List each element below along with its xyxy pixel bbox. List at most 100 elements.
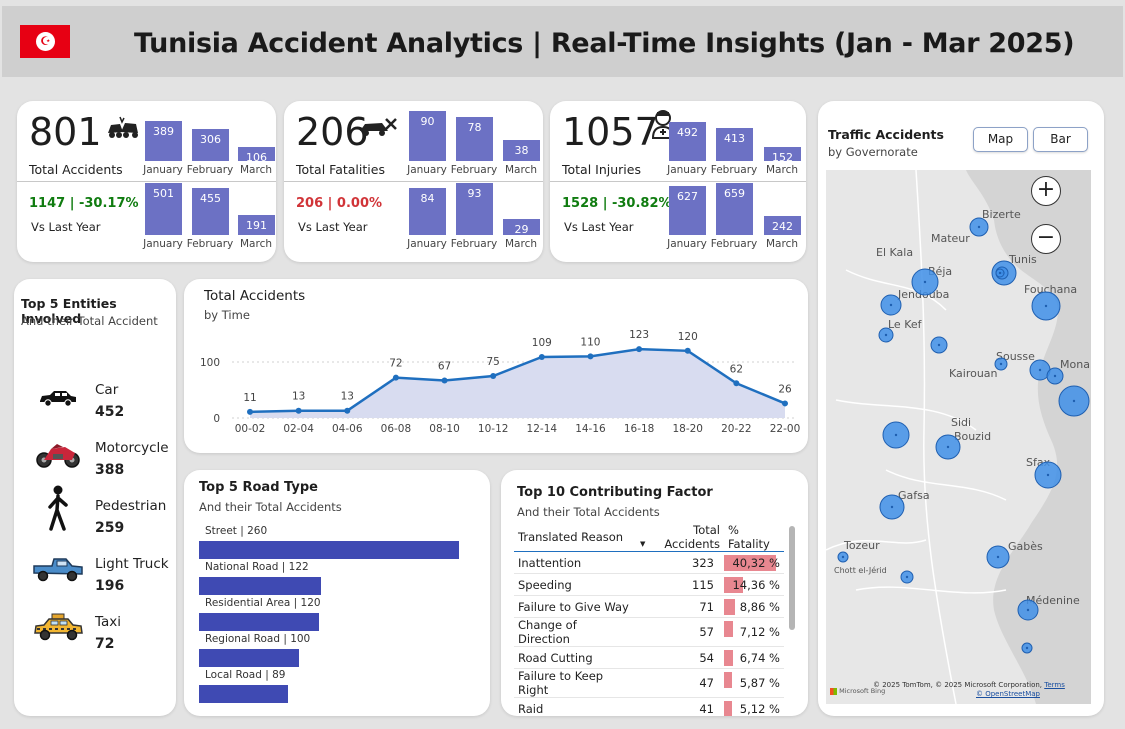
- kpi-month-bar[interactable]: 84: [409, 188, 446, 235]
- fatality-value: 40,32 %: [732, 555, 780, 570]
- data-label: 11: [243, 392, 256, 404]
- entity-name: Pedestrian: [95, 498, 167, 514]
- time-chart-subtitle: by Time: [204, 308, 250, 322]
- road-type-bar[interactable]: [199, 613, 319, 631]
- map-title: Traffic Accidents: [828, 127, 944, 142]
- data-point[interactable]: [490, 373, 497, 379]
- map-place-label: Mateur: [931, 232, 970, 245]
- data-point[interactable]: [587, 353, 594, 360]
- x-tick-label: 20-22: [721, 423, 752, 435]
- table-row[interactable]: Failure to Give Way 71 8,86 %: [514, 595, 784, 618]
- map-place-label: Tunis: [1008, 253, 1037, 266]
- data-point[interactable]: [733, 380, 740, 387]
- column-header-total[interactable]: Total Accidents ▼: [640, 523, 720, 551]
- factors-scrollbar[interactable]: [789, 526, 795, 630]
- data-label: 26: [778, 383, 792, 395]
- table-row[interactable]: Speeding 115 14,36 %: [514, 573, 784, 596]
- data-point[interactable]: [636, 346, 643, 353]
- total-cell: 323: [636, 551, 724, 574]
- time-area-chart: 0 100 11 00-02 13 02-04 13 04-06 72 06-08 67 08-10 7…: [200, 329, 800, 435]
- fatality-bar: [724, 577, 743, 593]
- map-card: Traffic Accidents by Governorate Map Bar…: [818, 101, 1104, 716]
- data-label: 13: [341, 391, 354, 403]
- kpi-month-bar[interactable]: 306: [192, 129, 229, 161]
- kpi-month-bar[interactable]: 413: [716, 128, 753, 161]
- data-point[interactable]: [392, 374, 399, 381]
- data-point[interactable]: [538, 353, 545, 360]
- kpi-value: 1057: [562, 110, 659, 154]
- x-tick-label: 04-06: [332, 423, 363, 435]
- map-place-label: Bouzid: [954, 430, 991, 443]
- table-row[interactable]: Failure to Keep Right 47 5,87 %: [514, 668, 784, 698]
- table-row[interactable]: Change of Direction 57 7,12 %: [514, 617, 784, 647]
- kpi-month-bar[interactable]: 242: [764, 216, 801, 235]
- kpi-divider: [284, 181, 543, 182]
- zoom-out-button[interactable]: −: [1031, 224, 1061, 254]
- column-header-fatality[interactable]: % Fatality: [728, 523, 770, 551]
- map-place-label: Bizerte: [982, 208, 1021, 221]
- kpi-month-bar[interactable]: 38: [503, 140, 540, 161]
- road-type-label: Local Road | 89: [205, 669, 286, 681]
- data-point[interactable]: [782, 400, 788, 407]
- road-type-bar[interactable]: [199, 577, 321, 595]
- kpi-month-bar[interactable]: 93: [456, 183, 493, 235]
- column-header-reason[interactable]: Translated Reason: [518, 530, 624, 544]
- terms-link[interactable]: Terms: [1044, 681, 1065, 689]
- data-point[interactable]: [344, 407, 351, 414]
- fatality-value: 8,86 %: [739, 599, 780, 614]
- kpi-month-bar[interactable]: 90: [409, 111, 446, 161]
- bubble-center: [905, 575, 909, 579]
- kpi-month-bar[interactable]: 191: [238, 215, 275, 235]
- bubble-center: [894, 433, 898, 437]
- kpi-value: 206: [296, 110, 369, 154]
- fatality-cell: 5,12 %: [724, 697, 784, 716]
- total-cell: 71: [636, 595, 724, 618]
- road-type-bar[interactable]: [199, 649, 299, 667]
- table-row[interactable]: Road Cutting 54 6,74 %: [514, 646, 784, 669]
- map-view-button[interactable]: Map: [973, 127, 1028, 152]
- kpi-month-bar[interactable]: 455: [192, 188, 229, 235]
- zoom-in-button[interactable]: +: [1031, 176, 1061, 206]
- kpi-month-label: February: [450, 238, 498, 250]
- kpi-month-bar[interactable]: 389: [145, 121, 182, 161]
- map-place-label: El Kala: [876, 246, 913, 259]
- table-row[interactable]: Raid 41 5,12 %: [514, 697, 784, 716]
- kpi-month-bar[interactable]: 106: [238, 147, 275, 164]
- fatality-value: 7,12 %: [739, 625, 780, 639]
- road-line: [845, 269, 947, 311]
- data-point[interactable]: [295, 407, 302, 414]
- road-type-label: Residential Area | 120: [205, 597, 321, 609]
- kpi-compare-label: Vs Last Year: [31, 220, 101, 234]
- kpi-month-bar[interactable]: 29: [503, 219, 540, 236]
- data-label: 110: [580, 336, 600, 348]
- kpi-month-label: February: [186, 238, 234, 250]
- map-place-label: Gafsa: [898, 489, 930, 502]
- entity-name: Motorcycle: [95, 440, 169, 456]
- road-type-bar[interactable]: [199, 685, 288, 703]
- data-point[interactable]: [684, 347, 691, 354]
- bubble-center: [923, 280, 927, 284]
- bubble-center: [1053, 374, 1057, 378]
- entity-value: 196: [95, 578, 125, 594]
- road-type-bar[interactable]: [199, 541, 459, 559]
- bar-view-button[interactable]: Bar: [1033, 127, 1088, 152]
- fatality-bar: [724, 555, 776, 571]
- reason-cell: Raid: [514, 697, 636, 716]
- kpi-month-bar[interactable]: 659: [716, 183, 753, 235]
- table-row[interactable]: Inattention 323 40,32 %: [514, 551, 784, 574]
- x-tick-label: 06-08: [381, 423, 412, 435]
- osm-link[interactable]: © OpenStreetMap: [976, 690, 1040, 698]
- kpi-month-bar[interactable]: 501: [145, 183, 182, 235]
- kpi-label: Total Fatalities: [296, 162, 385, 177]
- kpi-compare-label: Vs Last Year: [298, 220, 368, 234]
- x-tick-label: 02-04: [283, 423, 314, 435]
- fatality-bar: [724, 672, 732, 688]
- kpi-month-bar[interactable]: 78: [456, 117, 493, 161]
- kpi-month-bar[interactable]: 492: [669, 122, 706, 161]
- kpi-month-label: January: [143, 164, 183, 176]
- kpi-month-bar[interactable]: 627: [669, 186, 706, 235]
- kpi-month-bar[interactable]: 152: [764, 147, 801, 164]
- data-point[interactable]: [441, 377, 448, 384]
- data-point[interactable]: [247, 408, 253, 415]
